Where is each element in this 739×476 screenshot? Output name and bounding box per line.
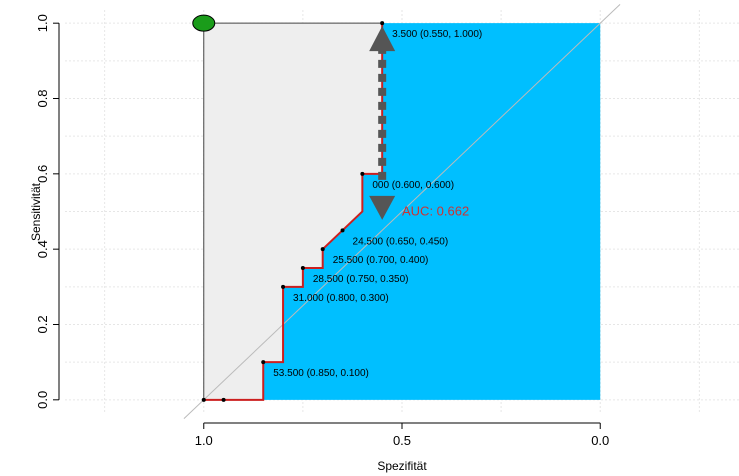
- roc-point: [261, 360, 266, 365]
- y-tick-label: 0.2: [35, 315, 50, 333]
- x-tick-label: 0.0: [591, 433, 609, 448]
- diagonal-line: [183, 3, 621, 420]
- roc-point: [360, 171, 365, 176]
- point-labels: 53.500 (0.850, 0.100) 31.000 (0.800, 0.30…: [273, 29, 482, 379]
- auc-label: AUC: 0.662: [402, 203, 469, 218]
- x-tick-label: 1.0: [195, 433, 213, 448]
- arrow-annotation: [369, 26, 396, 220]
- marker-layer: [192, 14, 216, 32]
- roc-point: [281, 284, 286, 289]
- roc-points: [201, 21, 385, 402]
- axes: 1.0 0.5 0.0 0.0 0.2 0.4 0.6 0.8 1.0: [35, 14, 609, 448]
- point-label: 24.500 (0.650, 0.450): [353, 236, 449, 247]
- roc-point: [201, 397, 206, 402]
- roc-point: [221, 397, 226, 402]
- arrow-head-top: [369, 26, 396, 52]
- point-label: 3.500 (0.550, 1.000): [392, 29, 482, 40]
- arrow-head-bottom: [369, 195, 396, 220]
- diagonal-reference: [183, 3, 621, 420]
- y-tick-label: 1.0: [35, 14, 50, 32]
- roc-point: [300, 265, 305, 270]
- y-axis-title: Sensitivität: [29, 182, 43, 241]
- y-tick-label: 0.6: [35, 165, 50, 183]
- y-tick-label: 0.8: [35, 89, 50, 107]
- roc-point: [320, 247, 325, 252]
- point-label: 53.500 (0.850, 0.100): [273, 368, 369, 379]
- point-label: 000 (0.600, 0.600): [372, 180, 454, 191]
- y-tick-label: 0.0: [35, 391, 50, 409]
- best-point-marker: [192, 14, 216, 32]
- roc-point: [380, 21, 385, 26]
- roc-point: [340, 228, 345, 233]
- point-label: 31.000 (0.800, 0.300): [293, 293, 389, 304]
- x-tick-label: 0.5: [393, 433, 411, 448]
- x-axis-title: Spezifität: [377, 459, 427, 473]
- y-tick-label: 0.4: [35, 240, 50, 258]
- point-label: 28.500 (0.750, 0.350): [313, 274, 409, 285]
- point-label: 25.500 (0.700, 0.400): [333, 255, 429, 266]
